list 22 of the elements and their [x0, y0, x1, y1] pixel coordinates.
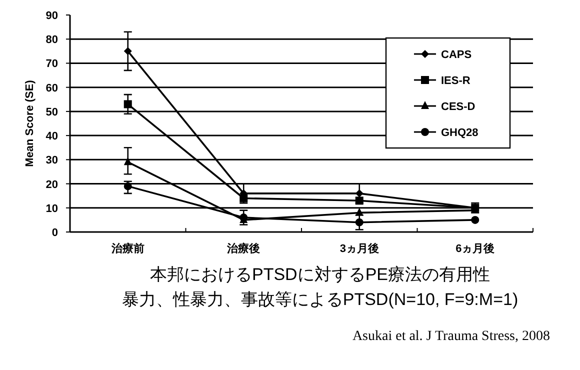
- legend-label: CAPS: [441, 49, 472, 61]
- y-tick-label: 0: [52, 227, 58, 239]
- y-tick-label: 90: [46, 10, 58, 22]
- x-tick-label: 6ヵ月後: [456, 242, 495, 255]
- text: 本邦におけるPTSDに対するPE療法の有用性: [150, 265, 490, 284]
- y-tick-label: 50: [46, 106, 58, 118]
- x-tick-label: 治療前: [110, 242, 144, 255]
- y-tick-label: 70: [46, 58, 58, 70]
- y-tick-label: 40: [46, 130, 58, 143]
- y-axis-title: Mean Score (SE): [24, 80, 36, 167]
- y-tick-label: 30: [46, 154, 58, 167]
- y-tick-label: 20: [46, 178, 58, 191]
- x-tick-label: 3ヵ月後: [340, 242, 379, 255]
- legend-label: GHQ28: [441, 127, 478, 139]
- y-tick-label: 10: [46, 202, 58, 215]
- text: 暴力、性暴力、事故等によるPTSD(N=10, F=9:M=1): [122, 290, 518, 309]
- legend-label: CES-D: [441, 101, 476, 113]
- legend-label: IES-R: [441, 75, 470, 87]
- y-tick-label: 80: [46, 34, 58, 46]
- y-tick-label: 60: [46, 82, 58, 94]
- x-tick-label: 治療後: [226, 242, 260, 255]
- text: Asukai et al. J Trauma Stress, 2008: [352, 329, 550, 344]
